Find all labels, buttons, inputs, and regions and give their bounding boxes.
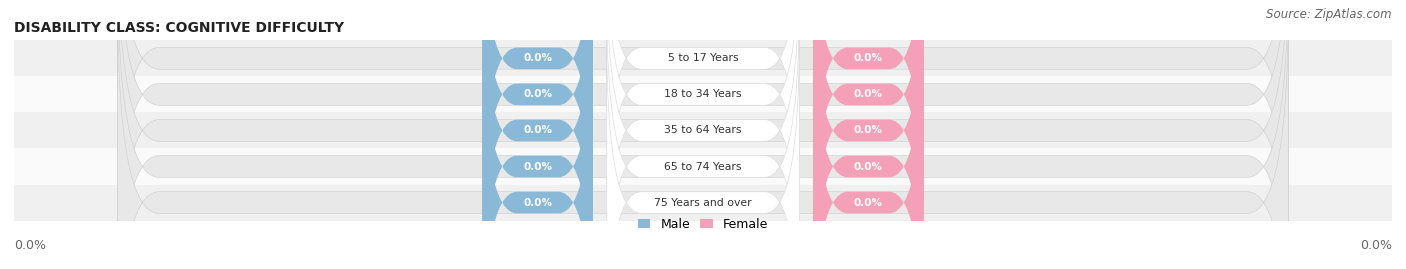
FancyBboxPatch shape <box>813 33 924 269</box>
FancyBboxPatch shape <box>117 0 1289 269</box>
Text: 0.0%: 0.0% <box>523 125 553 136</box>
Bar <box>14 185 1392 221</box>
Text: 0.0%: 0.0% <box>523 53 553 63</box>
FancyBboxPatch shape <box>606 0 800 264</box>
Text: DISABILITY CLASS: COGNITIVE DIFFICULTY: DISABILITY CLASS: COGNITIVE DIFFICULTY <box>14 21 344 35</box>
Text: 0.0%: 0.0% <box>14 239 46 252</box>
FancyBboxPatch shape <box>117 0 1289 269</box>
FancyBboxPatch shape <box>482 33 593 269</box>
Bar <box>14 76 1392 112</box>
Legend: Male, Female: Male, Female <box>633 213 773 236</box>
Text: 5 to 17 Years: 5 to 17 Years <box>668 53 738 63</box>
Text: 65 to 74 Years: 65 to 74 Years <box>664 161 742 172</box>
FancyBboxPatch shape <box>117 0 1289 264</box>
FancyBboxPatch shape <box>813 0 924 269</box>
FancyBboxPatch shape <box>606 0 800 269</box>
Bar <box>14 112 1392 148</box>
FancyBboxPatch shape <box>482 0 593 264</box>
Text: 0.0%: 0.0% <box>853 161 883 172</box>
FancyBboxPatch shape <box>482 0 593 269</box>
Text: 0.0%: 0.0% <box>523 161 553 172</box>
Text: 18 to 34 Years: 18 to 34 Years <box>664 89 742 100</box>
Text: 0.0%: 0.0% <box>523 89 553 100</box>
FancyBboxPatch shape <box>813 0 924 228</box>
Bar <box>14 40 1392 76</box>
FancyBboxPatch shape <box>813 0 924 264</box>
FancyBboxPatch shape <box>606 0 800 228</box>
FancyBboxPatch shape <box>482 0 593 228</box>
FancyBboxPatch shape <box>813 0 924 269</box>
Text: 0.0%: 0.0% <box>853 53 883 63</box>
Text: Source: ZipAtlas.com: Source: ZipAtlas.com <box>1267 8 1392 21</box>
FancyBboxPatch shape <box>606 33 800 269</box>
Text: 35 to 64 Years: 35 to 64 Years <box>664 125 742 136</box>
Text: 0.0%: 0.0% <box>853 197 883 208</box>
Bar <box>14 148 1392 185</box>
FancyBboxPatch shape <box>482 0 593 269</box>
FancyBboxPatch shape <box>606 0 800 269</box>
Text: 75 Years and over: 75 Years and over <box>654 197 752 208</box>
Text: 0.0%: 0.0% <box>1360 239 1392 252</box>
Text: 0.0%: 0.0% <box>853 89 883 100</box>
FancyBboxPatch shape <box>117 0 1289 269</box>
Text: 0.0%: 0.0% <box>853 125 883 136</box>
Text: 0.0%: 0.0% <box>523 197 553 208</box>
FancyBboxPatch shape <box>117 0 1289 269</box>
